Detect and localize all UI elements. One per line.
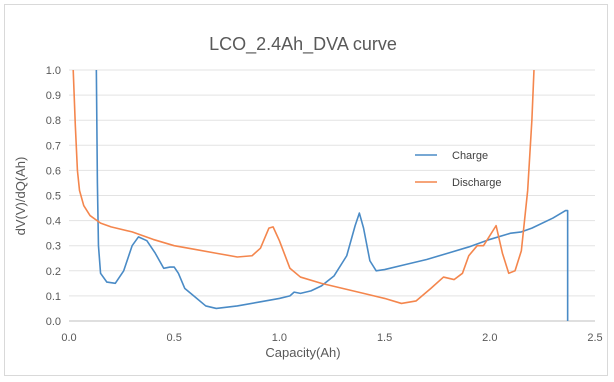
y-tick-label: 0.2 [46, 266, 61, 278]
y-tick-label: 0.7 [46, 140, 61, 152]
y-tick-label: 0.0 [46, 316, 61, 328]
tick-layer: 0.0 0.1 0.2 0.3 0.4 0.5 0.6 0.7 0.8 0.9 1.0 0.0 0.5 1… [46, 65, 603, 344]
y-tick-label: 0.1 [46, 291, 61, 303]
y-tick-label: 0.3 [46, 241, 61, 253]
x-axis-title: Capacity(Ah) [265, 345, 340, 360]
dva-chart: LCO_2.4Ah_DVA curve 0.00.10.20.30.40.50.… [13, 34, 603, 360]
legend-label-discharge: Discharge [452, 177, 502, 189]
x-tick-label: 1.0 [272, 332, 287, 344]
y-tick-label: 0.4 [46, 216, 61, 228]
legend-label-charge: Charge [452, 150, 488, 162]
y-tick-label: 0.6 [46, 165, 61, 177]
x-tick-label: 0.5 [167, 332, 182, 344]
y-tick-label: 0.8 [46, 115, 61, 127]
y-tick-label: 0.9 [46, 90, 61, 102]
grid-layer [69, 69, 595, 322]
x-tick-label: 0.0 [61, 332, 76, 344]
x-tick-label: 2.0 [482, 332, 497, 344]
legend: Charge Discharge [415, 150, 502, 189]
y-axis-title: dV(V)/dQ(Ah) [13, 157, 28, 236]
chart-title: LCO_2.4Ah_DVA curve [209, 34, 397, 55]
x-tick-label: 2.5 [587, 332, 602, 344]
series-line-charge [95, 69, 569, 321]
x-tick-label: 1.5 [377, 332, 392, 344]
y-tick-label: 0.5 [46, 191, 61, 203]
series-line-discharge [72, 69, 535, 305]
chart-frame: LCO_2.4Ah_DVA curve 0.0 0.1 0.2 0.3 0.4 0.5 0.… [4, 4, 608, 376]
series-layer [72, 69, 569, 321]
y-tick-label: 1.0 [46, 65, 61, 77]
